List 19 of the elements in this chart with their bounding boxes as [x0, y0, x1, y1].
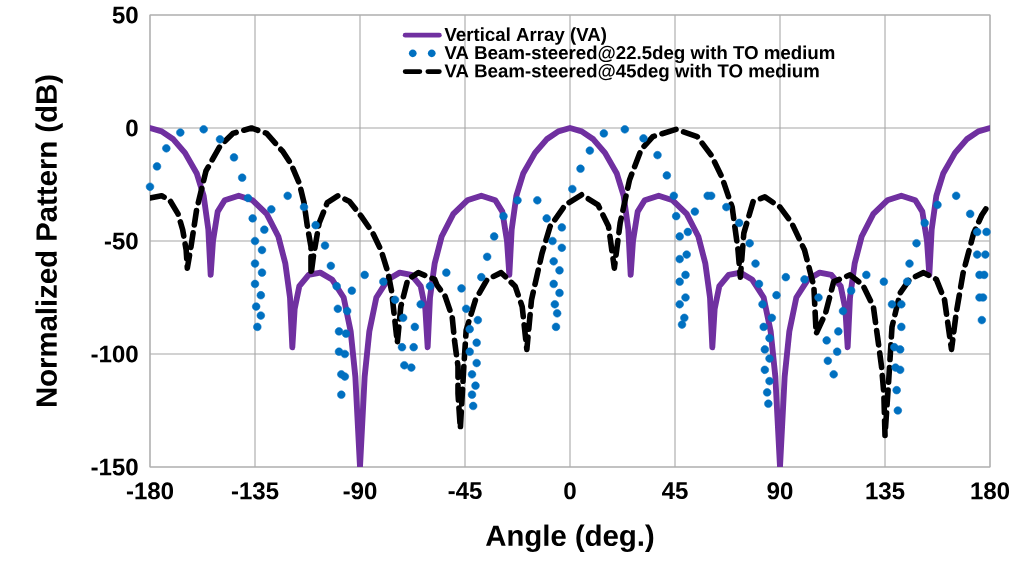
x-tick-label: -45: [448, 482, 482, 500]
y-tick-label: -50: [104, 232, 138, 250]
x-tick-label: -135: [231, 482, 279, 500]
x-tick-label: 0: [564, 482, 576, 500]
x-tick-label: -90: [343, 482, 377, 500]
y-axis-title: Normalized Pattern (dB): [35, 75, 63, 407]
x-tick-label: 135: [866, 482, 905, 500]
x-tick-label: -180: [126, 482, 174, 500]
y-tick-label: -150: [91, 458, 138, 476]
legend-label: Vertical Array (VA): [444, 27, 606, 45]
legend-label: VA Beam-steered@22.5deg with TO medium: [444, 45, 835, 64]
x-tick-label: 90: [767, 482, 793, 500]
x-tick-label: 180: [971, 482, 1010, 500]
legend-label: VA Beam-steered@45deg with TO medium: [444, 63, 819, 82]
x-tick-label: 45: [662, 482, 688, 500]
y-tick-label: 0: [126, 119, 138, 137]
x-axis-title: Angle (deg.): [486, 524, 654, 553]
y-tick-label: -100: [91, 345, 138, 363]
y-tick-label: 50: [112, 6, 138, 24]
